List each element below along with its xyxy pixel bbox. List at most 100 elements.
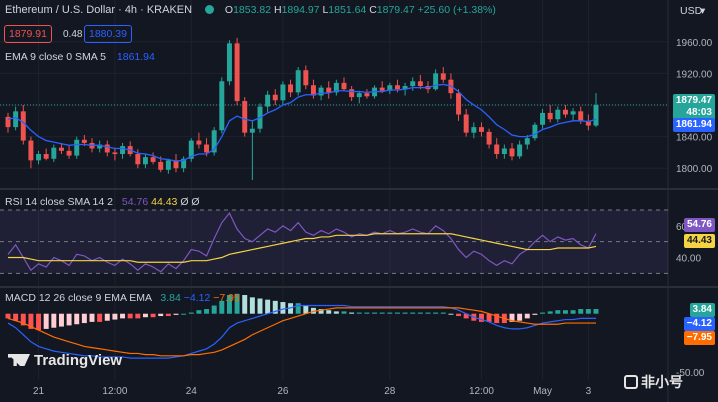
macd-hist-legend-value: 3.84	[160, 292, 181, 304]
macd-histogram-bar	[20, 313, 26, 326]
macd-histogram-bar	[547, 311, 553, 314]
candle-body	[249, 128, 255, 133]
macd-histogram-bar	[364, 312, 370, 314]
candle	[562, 105, 568, 118]
candle-body	[540, 112, 546, 125]
time-tick-label: May	[533, 386, 552, 397]
candle-body	[295, 70, 301, 93]
macd-histogram-bar	[349, 312, 355, 314]
candle	[272, 89, 278, 105]
rsi-sma-value-tag: 44.43	[683, 234, 715, 248]
macd-legend[interactable]: MACD 12 26 close 9 EMA EMA 3.84 −4.12 −7…	[5, 292, 240, 305]
candle	[211, 127, 217, 156]
candle	[478, 122, 484, 137]
candle-body	[20, 111, 26, 141]
candle-body	[188, 140, 194, 159]
candle-body	[364, 93, 370, 97]
macd-histogram-bar	[165, 313, 171, 317]
candle	[333, 79, 339, 96]
macd-histogram-bar	[326, 310, 332, 314]
ohlc-open-label: O	[224, 4, 234, 16]
candle	[104, 140, 110, 157]
site-watermark-icon	[624, 375, 638, 389]
candle	[226, 40, 232, 86]
macd-legend-label: MACD 12 26 close 9 EMA EMA	[5, 292, 152, 304]
macd-signal-tag: −7.95	[683, 331, 715, 345]
ohlc-low: 1851.64	[328, 4, 367, 16]
time-tick-label: 3	[586, 386, 592, 397]
macd-histogram-bar	[234, 293, 240, 314]
currency-label[interactable]: USD	[680, 5, 703, 17]
candle-body	[58, 147, 64, 151]
macd-histogram-bar	[51, 313, 57, 328]
candle-body	[51, 147, 57, 159]
candle	[410, 77, 416, 91]
macd-histogram-bar	[181, 313, 187, 315]
macd-histogram-bar	[81, 313, 87, 324]
candle	[547, 105, 553, 123]
symbol-label: Ethereum / U.S. Dollar · 4h · KRAKEN	[5, 4, 193, 16]
macd-histogram-bar	[28, 313, 34, 329]
macd-histogram-bar	[333, 311, 339, 314]
candle	[173, 154, 179, 173]
candle	[97, 140, 103, 153]
candle-body	[135, 154, 141, 165]
macd-value-tag: −4.12	[683, 317, 715, 331]
rsi-legend[interactable]: RSI 14 close SMA 14 2 54.76 44.43 Ø Ø	[5, 196, 200, 209]
candle-body	[532, 124, 538, 139]
ema-legend[interactable]: EMA 9 close 0 SMA 5 1861.94	[5, 51, 155, 64]
candle-body	[478, 127, 484, 132]
candle	[150, 152, 156, 165]
time-tick-label: 21	[33, 386, 45, 397]
ohlc-open: 1853.82	[233, 4, 272, 16]
candle	[249, 120, 255, 181]
price-tick-label: 1960.00	[676, 38, 713, 49]
candle-body	[97, 144, 103, 149]
macd-histogram-bar	[425, 312, 431, 314]
candle-body	[585, 120, 591, 126]
macd-histogram-bar	[456, 313, 462, 317]
time-tick-label: 24	[186, 386, 198, 397]
candle	[349, 86, 355, 102]
macd-histogram-bar	[97, 313, 103, 322]
candle-body	[265, 94, 271, 107]
macd-histogram-bar	[104, 313, 110, 321]
candle	[43, 148, 49, 161]
sell-button[interactable]: 1879.91	[4, 25, 52, 43]
macd-histogram-bar	[509, 313, 515, 322]
candle-body	[456, 93, 462, 115]
candle-body	[74, 139, 80, 156]
macd-histogram-bar	[570, 310, 576, 314]
price-tick-label: 1800.00	[676, 164, 713, 175]
macd-histogram-bar	[43, 313, 49, 329]
macd-histogram-bar	[555, 310, 561, 314]
candle	[36, 150, 42, 165]
macd-histogram-bar	[188, 312, 194, 314]
candle	[5, 112, 11, 133]
candle-body	[578, 111, 584, 121]
symbol-title[interactable]: Ethereum / U.S. Dollar · 4h · KRAKEN O18…	[5, 4, 496, 17]
ohlc-low-label: L	[322, 4, 329, 16]
macd-histogram-bar	[494, 313, 500, 324]
rsi-line	[7, 212, 597, 273]
macd-histogram-bar	[356, 312, 362, 314]
price-tick-label: 1920.00	[676, 69, 713, 80]
macd-histogram-bar	[440, 312, 446, 314]
buy-button[interactable]: 1880.39	[84, 25, 132, 43]
macd-histogram-bar	[433, 312, 439, 314]
candle	[501, 144, 507, 159]
candle-body	[219, 81, 225, 131]
macd-histogram-bar	[142, 313, 148, 318]
candle	[112, 147, 118, 161]
candle	[433, 69, 439, 91]
macd-histogram-bar	[66, 313, 72, 326]
candle	[265, 90, 271, 113]
macd-histogram-bar	[372, 312, 378, 314]
candle-body	[288, 84, 294, 93]
macd-histogram-bar	[295, 303, 301, 314]
rsi-empty-values: Ø Ø	[180, 196, 200, 208]
currency-dropdown-icon[interactable]: ▾	[700, 5, 706, 17]
candle	[51, 144, 57, 162]
candle-body	[28, 140, 34, 161]
